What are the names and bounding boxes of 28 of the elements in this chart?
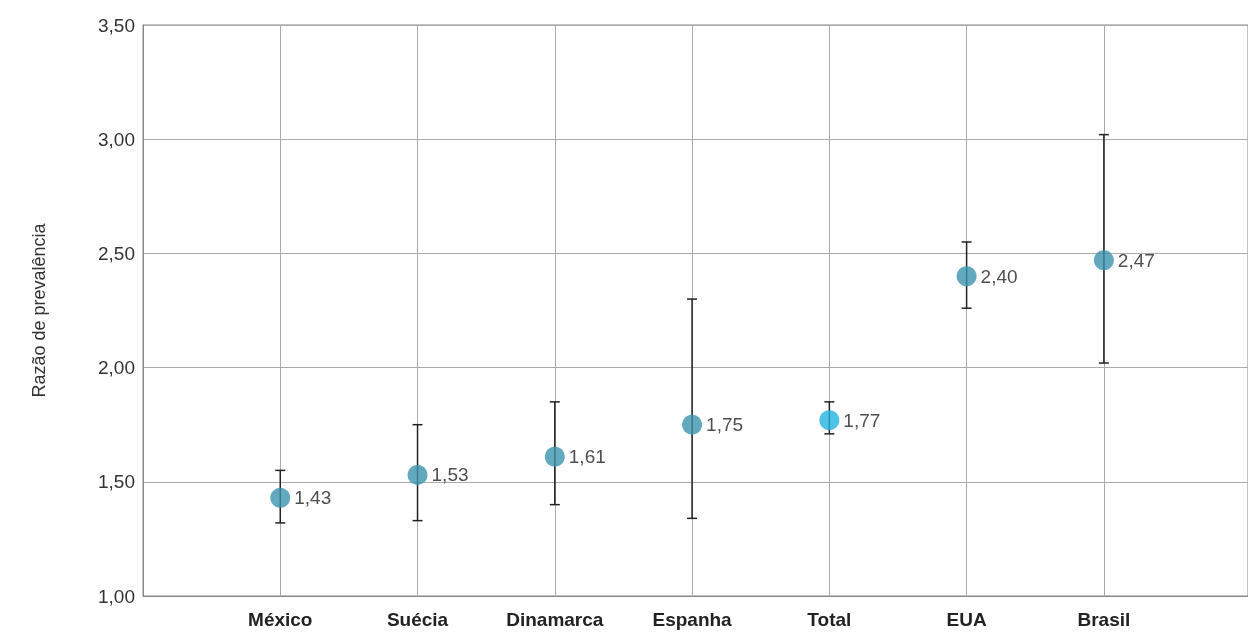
data-label: 1,61 <box>568 446 606 468</box>
point <box>544 446 565 467</box>
x-tick-label: México <box>248 609 313 630</box>
point <box>270 487 291 508</box>
x-tick-label: Brasil <box>1077 609 1131 630</box>
data-label: 1,75 <box>706 414 744 436</box>
x-tick-label: Suécia <box>386 609 449 630</box>
x-tick-label: Dinamarca <box>506 609 604 630</box>
data-label: 1,77 <box>843 409 881 431</box>
y-tick-label: 1,50 <box>98 471 135 493</box>
x-tick-label: Espanha <box>652 609 733 630</box>
y-tick-label: 2,50 <box>98 242 135 264</box>
data-label: 1,53 <box>431 464 469 486</box>
point <box>819 410 840 431</box>
point <box>682 414 703 435</box>
y-tick-label: 3,50 <box>98 14 135 36</box>
y-tick-label: 2,00 <box>98 357 135 379</box>
x-tick-label: EUA <box>946 609 987 630</box>
y-tick-label: 3,00 <box>98 128 135 150</box>
x-tick-label: Total <box>807 609 852 630</box>
data-label: 2,47 <box>1117 249 1155 271</box>
y-axis-title: Razão de prevalência <box>29 222 49 398</box>
point <box>956 266 977 287</box>
point <box>407 464 428 485</box>
point <box>1093 250 1114 271</box>
y-tick-label: 1,00 <box>98 585 135 607</box>
data-label: 1,43 <box>294 487 332 509</box>
data-label: 2,40 <box>980 265 1018 287</box>
